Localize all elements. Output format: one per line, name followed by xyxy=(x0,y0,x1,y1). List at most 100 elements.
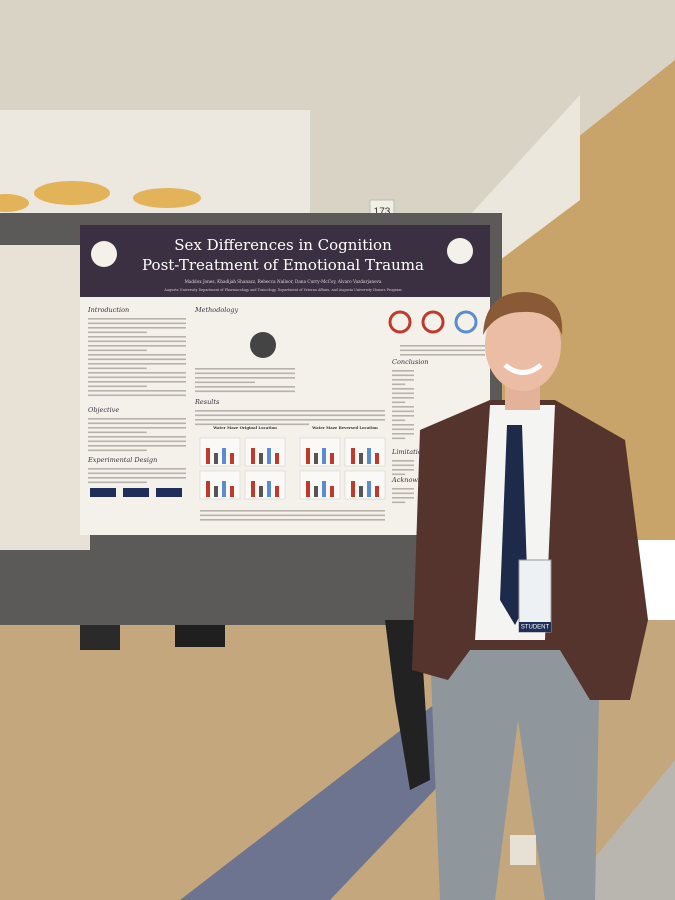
text-line xyxy=(392,410,414,413)
text-line xyxy=(88,427,186,429)
section-heading: Conclusion xyxy=(392,358,429,366)
mini-bar xyxy=(267,481,271,497)
mini-bar xyxy=(275,453,279,464)
text-line xyxy=(200,519,385,521)
donut xyxy=(421,310,445,334)
text-line xyxy=(88,322,186,325)
text-line xyxy=(392,488,414,490)
mini-bar xyxy=(230,486,234,497)
poster-affiliation: Augusta University Department of Pharmac… xyxy=(163,288,402,292)
figure-title: Water Maze Original Location xyxy=(212,425,277,430)
text-line xyxy=(392,370,414,372)
text-line xyxy=(400,354,485,356)
poster-title: Post-Treatment of Emotional Trauma xyxy=(142,256,424,274)
text-line xyxy=(88,318,186,320)
text-line xyxy=(195,386,295,388)
text-line xyxy=(392,388,414,390)
text-line xyxy=(200,514,385,517)
text-line xyxy=(88,358,186,361)
text-line xyxy=(88,390,186,392)
mini-bar xyxy=(214,453,218,464)
mini-bar xyxy=(314,453,318,464)
mini-bar xyxy=(259,453,263,464)
mini-bar xyxy=(214,486,218,497)
text-line xyxy=(88,327,186,329)
logo xyxy=(91,241,117,267)
section-heading: Methodology xyxy=(194,306,238,314)
poster-header xyxy=(80,225,490,297)
text-line xyxy=(195,377,295,379)
mini-bar xyxy=(359,453,363,464)
text-line xyxy=(195,410,385,412)
poster-title: Sex Differences in Cognition xyxy=(174,236,392,254)
face xyxy=(485,299,561,391)
text-line xyxy=(195,414,385,417)
text-line xyxy=(392,428,414,431)
text-line xyxy=(88,381,186,383)
section-heading: Limitations xyxy=(391,448,430,456)
text-line xyxy=(400,345,485,347)
text-line xyxy=(88,477,186,479)
badge xyxy=(518,559,552,633)
text-line xyxy=(392,460,414,462)
mini-bar xyxy=(351,448,355,464)
text-line xyxy=(200,510,385,512)
text-line xyxy=(195,368,295,370)
maze-icon xyxy=(250,332,276,358)
logo xyxy=(447,238,473,264)
text-line xyxy=(195,372,295,375)
text-line xyxy=(88,445,186,447)
section-heading: Results xyxy=(194,398,220,406)
mini-bar xyxy=(375,486,379,497)
figure-title: Water Maze Reversed Location xyxy=(311,425,378,430)
text-line xyxy=(88,331,147,334)
cup xyxy=(510,835,536,865)
text-line xyxy=(88,354,186,356)
mini-bar xyxy=(251,448,255,464)
text-line xyxy=(88,440,186,443)
text-line xyxy=(392,497,414,499)
text-line xyxy=(392,473,406,476)
text-line xyxy=(392,374,414,377)
text-line xyxy=(195,381,255,384)
mini-bar xyxy=(306,448,310,464)
section-heading: Experimental Design xyxy=(87,456,157,464)
shoes xyxy=(175,625,225,647)
mini-bar xyxy=(222,448,226,464)
text-line xyxy=(392,379,414,381)
text-line xyxy=(392,492,414,495)
mini-bar xyxy=(322,448,326,464)
mini-bar xyxy=(375,453,379,464)
text-line xyxy=(195,390,295,393)
text-line xyxy=(88,422,186,425)
design-box xyxy=(90,488,116,497)
mini-bar xyxy=(251,481,255,497)
section-heading: Introduction xyxy=(87,306,129,314)
pants xyxy=(430,650,600,900)
text-line xyxy=(88,336,186,338)
text-line xyxy=(88,394,186,397)
text-line xyxy=(392,433,414,435)
badge-label: STUDENT xyxy=(521,625,550,631)
text-line xyxy=(392,419,406,422)
mini-bar xyxy=(367,448,371,464)
text-line xyxy=(195,419,385,421)
mini-bar xyxy=(222,481,226,497)
mini-bar xyxy=(259,486,263,497)
shoes xyxy=(80,625,120,650)
smile xyxy=(503,363,543,375)
mini-bar xyxy=(330,453,334,464)
text-line xyxy=(88,468,186,470)
text-line xyxy=(392,464,414,467)
text-line xyxy=(88,436,186,438)
donut xyxy=(388,310,412,334)
text-line xyxy=(88,449,147,452)
text-line xyxy=(88,431,147,434)
section-heading: Objective xyxy=(88,406,119,414)
hair xyxy=(483,292,563,335)
mini-bar xyxy=(230,453,234,464)
badge-band xyxy=(519,622,551,632)
lamp xyxy=(133,188,201,208)
text-line xyxy=(88,481,147,484)
